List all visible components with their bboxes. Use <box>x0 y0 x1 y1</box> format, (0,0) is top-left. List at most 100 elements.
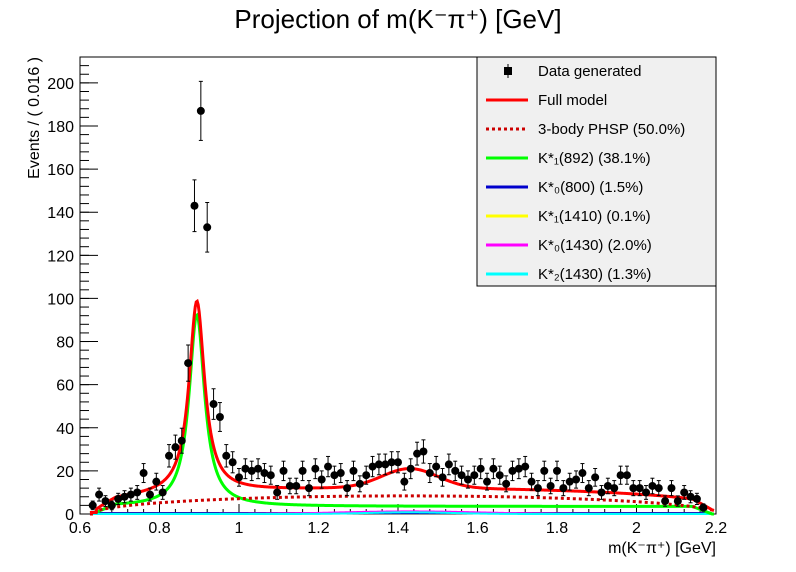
data-point <box>203 202 212 253</box>
data-point <box>622 465 631 485</box>
legend-label: Data generated <box>538 63 641 80</box>
data-point <box>578 463 587 484</box>
data-point <box>521 455 530 478</box>
data-point <box>629 480 638 497</box>
data-marker <box>381 460 390 469</box>
data-marker <box>133 488 142 497</box>
legend-label: Full model <box>538 92 607 109</box>
data-marker <box>247 466 256 475</box>
data-point <box>584 480 593 497</box>
data-point <box>317 470 326 489</box>
x-axis-label: m(K⁻π⁺) [GeV] <box>608 540 716 557</box>
data-point <box>686 490 695 504</box>
data-marker <box>215 412 224 421</box>
data-point <box>285 477 294 495</box>
data-marker <box>400 477 409 486</box>
x-tick-label: 2 <box>632 520 641 537</box>
data-marker <box>438 473 447 482</box>
data-marker <box>273 488 282 497</box>
data-point <box>419 439 428 464</box>
data-point <box>635 480 644 497</box>
data-marker <box>559 484 568 493</box>
data-point <box>343 480 352 497</box>
data-marker <box>177 436 186 445</box>
data-marker <box>648 481 657 490</box>
data-marker <box>603 481 612 490</box>
data-point <box>362 465 371 485</box>
data-marker <box>196 106 205 115</box>
data-marker <box>432 462 441 471</box>
x-tick-label: 1.8 <box>546 520 568 537</box>
data-marker <box>254 464 263 473</box>
y-axis-label: Events / ( 0.016 ) <box>26 57 43 179</box>
data-point <box>527 472 536 491</box>
data-marker <box>692 494 701 503</box>
data-point <box>247 460 256 482</box>
x-tick-label: 2.2 <box>705 520 727 537</box>
data-point <box>514 458 523 480</box>
data-marker <box>101 497 110 506</box>
data-point <box>171 434 180 460</box>
y-tick-label: 60 <box>56 378 74 395</box>
data-point <box>451 460 460 482</box>
data-marker <box>343 484 352 493</box>
data-point <box>260 463 269 484</box>
data-point <box>374 453 383 476</box>
data-marker <box>521 462 530 471</box>
data-marker <box>622 471 631 480</box>
data-point <box>457 465 466 485</box>
data-point <box>158 485 167 500</box>
data-marker <box>222 451 231 460</box>
data-marker <box>330 471 339 480</box>
data-point <box>355 475 364 493</box>
data-marker <box>317 475 326 484</box>
data-point <box>591 468 600 487</box>
data-marker <box>184 359 193 368</box>
data-point <box>152 472 161 491</box>
x-axis: 0.6 0.8 1 1.2 1.4 1.6 1.8 2 2.2 <box>69 504 727 537</box>
data-point <box>101 495 110 507</box>
data-marker <box>406 464 415 473</box>
data-marker <box>304 484 313 493</box>
legend-label: K*₀(800) (1.5%) <box>538 179 643 196</box>
data-point <box>336 463 345 484</box>
data-marker <box>495 471 504 480</box>
legend-entry: K*₁(892) (38.1%) <box>486 150 651 167</box>
data-marker <box>228 458 237 467</box>
legend-label: K*₁(892) (38.1%) <box>538 150 651 167</box>
data-marker <box>114 494 123 503</box>
data-marker <box>203 223 212 232</box>
data-marker <box>591 473 600 482</box>
x-tick-label: 1.6 <box>466 520 488 537</box>
data-marker <box>667 484 676 493</box>
data-point <box>565 472 574 491</box>
data-marker <box>463 475 472 484</box>
data-point <box>597 485 606 500</box>
y-tick-label: 180 <box>47 119 74 136</box>
data-point <box>559 480 568 497</box>
data-marker <box>508 466 517 475</box>
legend-entry: Full model <box>486 92 607 109</box>
data-point <box>222 444 231 468</box>
data-marker <box>483 477 492 486</box>
data-marker <box>572 475 581 484</box>
data-marker <box>629 484 638 493</box>
data-point <box>508 460 517 482</box>
data-marker <box>616 471 625 480</box>
data-marker <box>171 443 180 452</box>
data-marker <box>476 464 485 473</box>
data-point <box>254 458 263 480</box>
data-marker <box>387 458 396 467</box>
legend-box <box>476 56 717 287</box>
x-tick-label: 0.8 <box>148 520 170 537</box>
data-point <box>184 344 193 382</box>
x-tick-label: 1.4 <box>387 520 409 537</box>
data-marker <box>158 488 167 497</box>
data-marker <box>610 484 619 493</box>
data-marker <box>584 484 593 493</box>
data-marker <box>209 400 218 409</box>
y-tick-label: 200 <box>47 76 74 93</box>
data-point <box>642 485 651 500</box>
y-tick-label: 40 <box>56 421 74 438</box>
data-point <box>406 458 415 480</box>
